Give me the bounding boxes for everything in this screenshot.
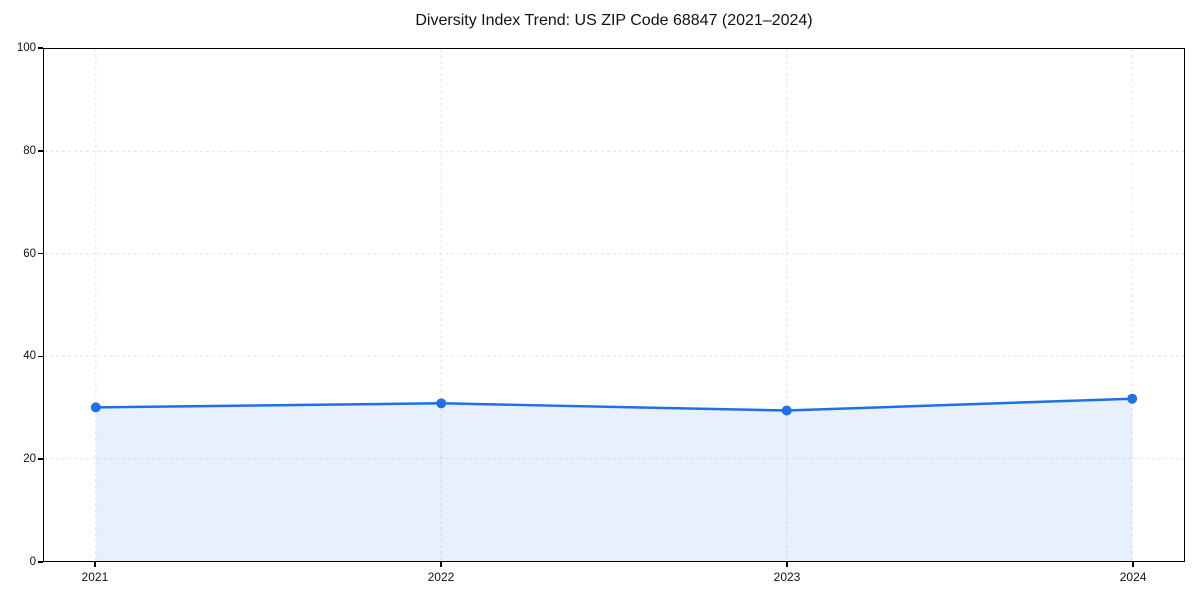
y-tick-mark: [38, 561, 43, 563]
data-point-marker: [781, 405, 792, 416]
plot-area: [43, 48, 1185, 562]
area-fill: [95, 398, 1133, 561]
y-tick-mark: [38, 458, 43, 460]
x-tick-mark: [440, 562, 442, 567]
y-tick-mark: [38, 150, 43, 152]
x-tick-mark: [94, 562, 96, 567]
x-tick-label: 2023: [773, 570, 801, 584]
y-tick-mark: [38, 252, 43, 255]
y-tick-label: 40: [23, 350, 36, 363]
y-tick-mark: [38, 47, 43, 49]
y-tick-mark: [38, 355, 43, 358]
x-tick-mark: [786, 562, 788, 567]
x-tick-label: 2021: [81, 570, 109, 584]
data-point-marker: [1127, 393, 1138, 404]
area-chart-svg: [44, 49, 1184, 561]
y-tick-label: 20: [23, 453, 36, 466]
data-point-marker: [90, 402, 101, 413]
y-tick-label: 0: [29, 556, 36, 568]
chart-title: Diversity Index Trend: US ZIP Code 68847…: [415, 12, 813, 29]
y-tick-label: 80: [23, 144, 36, 157]
trend-line: [94, 397, 1134, 412]
x-tick-mark: [1132, 562, 1134, 567]
x-tick-label: 2024: [1119, 570, 1147, 584]
y-tick-label: 60: [23, 247, 36, 260]
x-tick-label: 2022: [427, 570, 455, 584]
y-tick-label: 100: [16, 42, 36, 54]
data-point-marker: [436, 398, 447, 409]
